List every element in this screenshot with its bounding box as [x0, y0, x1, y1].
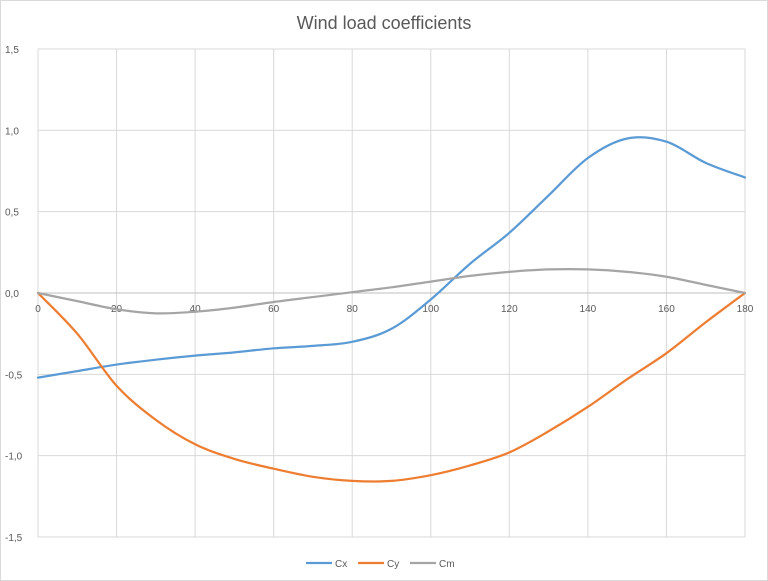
x-tick-label: 0 — [35, 304, 41, 315]
series-line-cx — [36, 136, 747, 379]
x-tick-label: 140 — [580, 304, 597, 315]
y-tick-label: -0,5 — [5, 370, 23, 381]
series-line-cy — [36, 291, 747, 483]
y-tick-label: -1,5 — [5, 533, 23, 544]
series-lines — [36, 136, 747, 483]
x-tick-label: 80 — [347, 304, 359, 315]
y-tick-label: 1,5 — [5, 45, 19, 56]
x-tick-label: 180 — [737, 304, 754, 315]
legend-label-cx: Cx — [335, 559, 347, 570]
x-tick-label: 60 — [268, 304, 280, 315]
x-tick-label: 100 — [422, 304, 439, 315]
x-tick-label: 160 — [658, 304, 675, 315]
x-tick-label: 120 — [501, 304, 518, 315]
series-line-cm — [36, 267, 747, 315]
axes: -1,5-1,0-0,50,00,51,01,50 20 40 60 80 100 120 1… — [5, 45, 754, 544]
y-tick-label: 0,0 — [5, 289, 19, 300]
y-tick-label: -1,0 — [5, 452, 23, 463]
y-tick-label: 0,5 — [5, 208, 19, 219]
y-tick-label: 1,0 — [5, 126, 19, 137]
x-tick-label: 40 — [190, 304, 202, 315]
legend-label-cm: Cm — [439, 559, 455, 570]
chart-title: Wind load coefficients — [297, 13, 472, 33]
legend: Cx Cy Cm — [306, 559, 455, 570]
legend-label-cy: Cy — [387, 559, 399, 570]
